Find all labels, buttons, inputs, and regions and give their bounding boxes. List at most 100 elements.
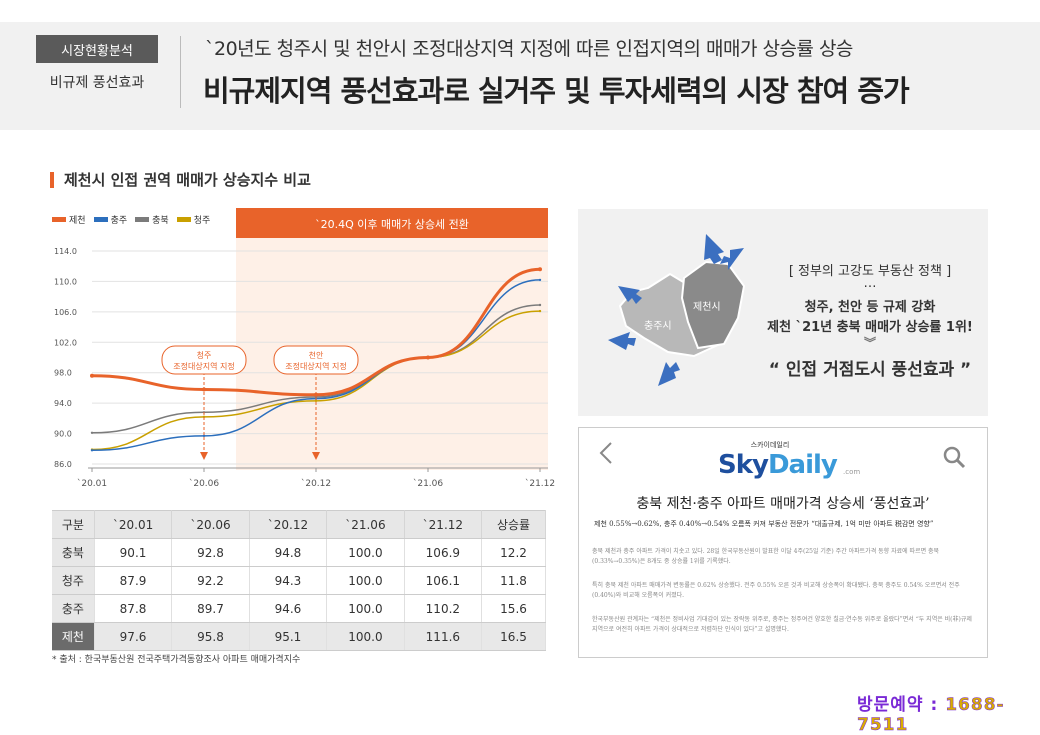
annotation-title: 청주 [197,351,212,360]
news-paragraph: 한국부동산원 관계자는 “제천은 정비사업 기대감이 있는 장락동 위주로, 충… [592,616,972,633]
category-subtag: 비규제 풍선효과 [49,75,145,91]
data-point [538,309,542,313]
table-header-cell: `20.01 [94,510,173,539]
data-point [90,373,94,378]
annotation-box [161,345,247,375]
table-header-row: 구분 `20.01 `20.06 `20.12 `21.06 `21.12 상승률 [52,510,546,539]
index-table: 구분 `20.01 `20.06 `20.12 `21.06 `21.12 상승률 충북 90… [52,510,546,651]
table-cell: 95.1 [249,622,328,651]
table-cell: 95.8 [171,622,250,651]
search-icon [941,444,967,474]
arrow-icon [608,332,636,350]
table-cell: 92.2 [171,566,250,595]
table-cell: 89.7 [171,594,250,623]
legend-swatch [176,217,191,222]
annotation-label: 조정대상지역 지정 [285,361,346,371]
table-cell: 87.9 [94,566,173,595]
highlight-region [236,208,548,470]
chart-section-title: 제천시 인접 권역 매매가 상승지수 비교 [50,172,311,188]
x-tick-label: `21.12 [525,478,555,489]
chevron-down-icon: ︾ [863,336,876,350]
legend-item: 충북 [135,213,169,226]
table-cell: 87.8 [94,594,173,623]
table-cell: 15.6 [481,594,546,623]
table-cell: 110.2 [404,594,483,623]
category-tag: 시장현황분석 [36,35,158,63]
news-paragraph: 충북 제천과 충주 아파트 가격이 치솟고 있다. 28일 한국부동산원이 발표… [592,548,940,565]
table-header-cell: `21.12 [404,510,483,539]
arrow-icon [704,234,724,264]
table-cell: 106.1 [404,566,483,595]
table-header-cell: 상승률 [481,510,546,539]
reservation-phone[interactable]: 방문예약 : 1688-7511 [857,695,1005,735]
table-row: 충북 90.1 92.8 94.8 100.0 106.9 12.2 [52,538,546,567]
data-point [314,399,318,403]
annotation-title: 천안 [309,350,324,360]
news-paragraph: 특히 충북 제천 아파트 매매가격 변동률은 0.62% 상승했다. 전주 0.… [592,582,960,599]
chevron-left-icon [598,440,614,473]
series-line-제천 [91,267,541,397]
data-point [202,434,206,438]
policy-dots: … [863,276,877,291]
policy-line2: 청주, 천안 등 규제 강화 [804,300,936,315]
legend-label: 충북 [152,216,169,226]
news-subheadline: 제천 0.55%→0.62%, 충주 0.40%→0.54% 오름폭 커져 부동… [594,520,934,528]
data-point [538,267,542,272]
annotation-box [273,345,359,375]
arrow-icon [618,286,642,304]
table-cell: 94.8 [249,538,328,567]
y-tick-label: 90.0 [54,430,72,439]
header-banner [0,22,1040,130]
arrow-icon [720,248,744,270]
row-label: 충주 [52,594,95,623]
table-row: 청주 87.9 92.2 94.3 100.0 106.1 11.8 [52,566,546,595]
table-cell: 94.3 [249,566,328,595]
legend-item: 청주 [176,213,210,226]
y-tick-label: 86.0 [54,460,72,469]
table-cell: 100.0 [326,622,405,651]
table-cell: 12.2 [481,538,546,567]
table-cell: 94.6 [249,594,328,623]
row-label: 청주 [52,566,95,595]
data-point [202,415,206,419]
y-tick-label: 102.0 [54,338,77,347]
policy-line1: [ 정부의 고강도 부동산 정책 ] [788,264,952,279]
y-tick-label: 106.0 [54,308,77,317]
map-label-chungju: 충주시 [644,321,672,332]
line-chart: `20.4Q 이후 매매가 상승세 전환 114.0 110.0 106.0 102.0… [54,208,555,489]
table-header-cell: 구분 [52,510,95,539]
table-header-cell: `20.06 [171,510,250,539]
row-label: 제천 [52,622,95,651]
table-cell: 100.0 [326,594,405,623]
y-tick-label: 110.0 [54,277,77,286]
legend-swatch [93,217,108,222]
legend-swatch [52,217,66,222]
table-row: 충주 87.8 89.7 94.6 100.0 110.2 15.6 [52,594,546,623]
logo-korean: 스카이데일리 [750,441,790,449]
policy-highlight: “ 인접 거점도시 풍선효과 ” [768,360,972,380]
data-point [538,278,542,282]
logo-domain: .com [843,468,861,476]
source-note: * 출처 : 한국부동산원 전국주택가격동향조사 아파트 매매가격지수 [52,655,301,665]
row-label: 충북 [52,538,95,567]
y-tick-label: 94.0 [54,399,72,408]
data-point [538,303,542,307]
page-title: 비규제지역 풍선효과로 실거주 및 투자세력의 시장 참여 증가 [203,74,910,108]
y-tick-label: 114.0 [54,247,77,256]
table-header-cell: `20.12 [249,510,328,539]
table-cell: 92.8 [171,538,250,567]
table-cell: 106.9 [404,538,483,567]
table-cell: 16.5 [481,622,546,651]
table-row: 제천 97.6 95.8 95.1 100.0 111.6 16.5 [52,622,546,651]
x-tick-label: `20.12 [301,478,331,489]
chart-legend: 제천 충주 충북 청주 [52,213,218,226]
arrow-icon [658,362,680,386]
annotation-arrow [200,452,208,460]
table-cell: 11.8 [481,566,546,595]
data-point [426,355,430,360]
news-headline: 충북 제천·충주 아파트 매매가격 상승세 ‘풍선효과’ [636,496,930,512]
table-cell: 100.0 [326,538,405,567]
table-cell: 111.6 [404,622,483,651]
legend-label: 제천 [69,216,86,226]
legend-swatch [135,217,150,222]
